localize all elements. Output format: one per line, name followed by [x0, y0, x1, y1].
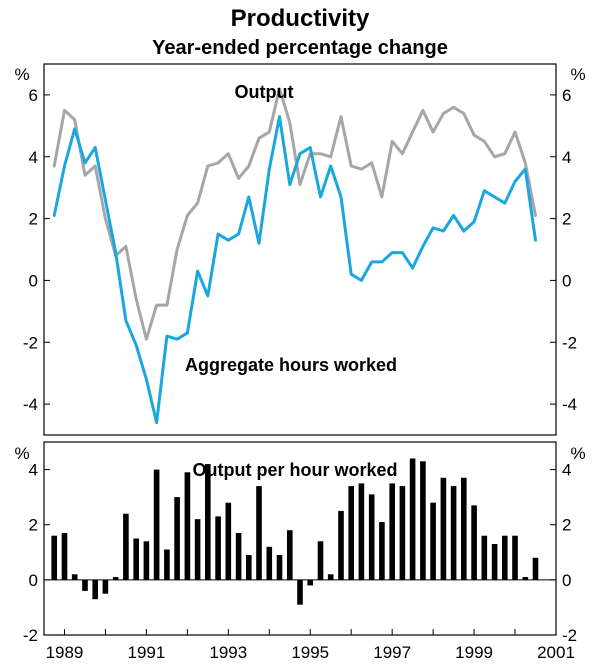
- output-per-hour-bar: [471, 505, 477, 580]
- xtick-label: 1993: [209, 643, 247, 662]
- output-per-hour-bar: [440, 477, 447, 580]
- output-per-hour-bar: [287, 530, 293, 580]
- bottom-ytick-left: -2: [23, 626, 38, 645]
- top-ytick-left: -2: [23, 333, 38, 352]
- bottom-unit-right: %: [570, 444, 585, 463]
- output-per-hour-bar: [133, 538, 139, 580]
- output-per-hour-bar: [522, 577, 529, 580]
- top-ytick-left: -4: [23, 395, 38, 414]
- output-per-hour-bar: [112, 577, 119, 580]
- output-per-hour-bar: [512, 535, 518, 580]
- output-per-hour-bar: [430, 502, 436, 580]
- output-per-hour-bar: [450, 486, 457, 580]
- output-per-hour-bar: [389, 483, 395, 580]
- xtick-label: 1989: [46, 643, 84, 662]
- bottom-ytick-right: 2: [562, 516, 571, 535]
- xtick-label: 1995: [291, 643, 329, 662]
- chart-title: Productivity: [231, 5, 370, 32]
- output-per-hour-bar: [256, 486, 262, 580]
- output-per-hour-bar: [338, 510, 344, 580]
- top-panel-tick-labels: -4 -4 -2 -2 0 0 2 2 4 4 6 6: [23, 86, 577, 414]
- bottom-panel-bars: [51, 458, 539, 605]
- output-per-hour-bar: [92, 579, 98, 600]
- aggregate-hours-line: [52, 115, 537, 425]
- output-per-hour-bar: [358, 483, 365, 580]
- output-per-hour-bar: [368, 494, 375, 580]
- output-per-hour-bar: [246, 555, 252, 580]
- hours-annotation: Aggregate hours worked: [185, 355, 397, 375]
- bottom-unit-left: %: [14, 444, 29, 463]
- output-per-hour-bar: [409, 458, 416, 580]
- output-per-hour-bar: [61, 533, 68, 580]
- top-panel: % % -4 -4 -2 -2 0 0 2 2 4 4 6 6 Output Aggregate ho…: [14, 63, 586, 436]
- chart-subtitle: Year-ended percentage change: [152, 37, 448, 59]
- top-unit-right: %: [570, 65, 585, 84]
- bottom-ytick-right: -2: [562, 626, 577, 645]
- output-per-hour-bar: [194, 519, 201, 580]
- bottom-ytick-left: 2: [29, 516, 38, 535]
- output-per-hour-bar: [102, 579, 109, 594]
- top-panel-series: [52, 87, 537, 425]
- output-per-hour-bar: [225, 502, 232, 580]
- top-ytick-right: -2: [562, 333, 577, 352]
- output-per-hour-bar: [379, 522, 385, 580]
- output-per-hour-bar: [327, 574, 334, 580]
- output-per-hour-bar: [348, 486, 354, 580]
- top-ytick-left: 4: [29, 148, 38, 167]
- bottom-panel: % % -2 -2 0 0 2 2 4 4 Output per hour worked 19…: [14, 441, 586, 662]
- output-per-hour-bar: [461, 477, 467, 580]
- output-per-hour-bar: [205, 464, 211, 580]
- xtick-label: 1999: [455, 643, 493, 662]
- xtick-label: 1991: [127, 643, 165, 662]
- output-per-hour-bar: [266, 546, 273, 580]
- output-per-hour-bar: [71, 574, 78, 580]
- top-ytick-right: 6: [562, 86, 571, 105]
- top-ytick-left: 0: [29, 271, 38, 290]
- top-ytick-right: 2: [562, 210, 571, 229]
- x-axis-ticks: 1989 1991 1993 1995 1997 1999 2001: [46, 629, 575, 662]
- top-ytick-right: -4: [562, 395, 577, 414]
- top-ytick-left: 6: [29, 86, 38, 105]
- output-per-hour-bar: [153, 469, 160, 580]
- output-per-hour-bar: [297, 579, 303, 605]
- output-per-hour-bar: [491, 544, 498, 580]
- top-ytick-right: 4: [562, 148, 571, 167]
- output-per-hour-bar: [123, 513, 129, 580]
- output-per-hour-bar: [317, 541, 324, 580]
- output-per-hour-bar: [307, 579, 313, 586]
- xtick-label: 2001: [537, 643, 575, 662]
- output-per-hour-bar: [174, 497, 180, 580]
- output-per-hour-bar: [502, 535, 508, 580]
- output-per-hour-bar: [143, 541, 150, 580]
- bottom-ytick-right: 0: [562, 571, 571, 590]
- output-per-hour-bar: [235, 533, 242, 580]
- output-per-hour-bar: [164, 549, 170, 580]
- output-per-hour-annotation: Output per hour worked: [193, 460, 398, 480]
- output-per-hour-bar: [532, 557, 539, 580]
- top-ytick-left: 2: [29, 210, 38, 229]
- bottom-ytick-left: 0: [29, 571, 38, 590]
- output-per-hour-bar: [481, 535, 488, 580]
- top-unit-left: %: [14, 65, 29, 84]
- output-annotation: Output: [235, 82, 294, 102]
- output-per-hour-bar: [276, 555, 283, 580]
- output-per-hour-bar: [51, 535, 57, 580]
- bottom-ytick-right: 4: [562, 461, 571, 480]
- output-per-hour-bar: [184, 472, 191, 580]
- top-ytick-right: 0: [562, 271, 571, 290]
- output-per-hour-bar: [420, 461, 426, 580]
- output-per-hour-bar: [399, 486, 406, 580]
- bottom-panel-tick-labels: -2 -2 0 0 2 2 4 4: [23, 461, 577, 645]
- xtick-label: 1997: [373, 643, 411, 662]
- output-per-hour-bar: [82, 579, 88, 591]
- output-per-hour-bar: [215, 516, 221, 580]
- output-line: [52, 87, 537, 341]
- bottom-ytick-left: 4: [29, 461, 38, 480]
